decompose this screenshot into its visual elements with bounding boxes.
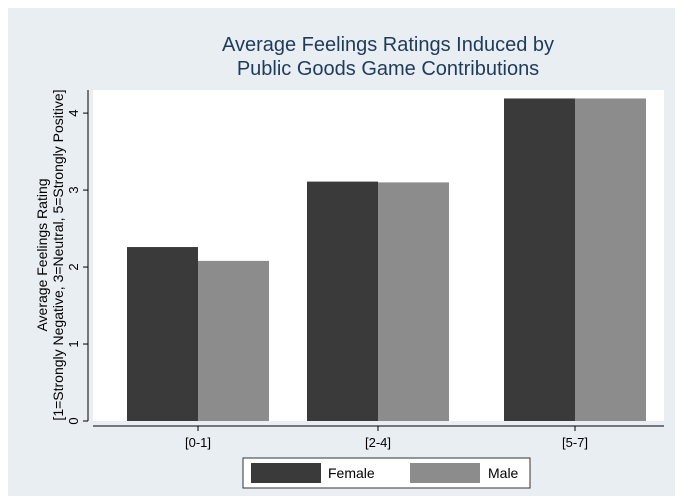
legend: Female Male	[242, 457, 531, 489]
y-tick-label-4: 4	[66, 109, 81, 116]
bar-male-0	[198, 260, 269, 421]
y-axis: 0 1 2 3 4	[66, 90, 89, 425]
legend-swatch-female	[251, 463, 321, 483]
bars-group	[127, 98, 646, 422]
y-axis-title-line-1: Average Feelings Rating	[34, 178, 50, 331]
legend-label-female: Female	[328, 465, 375, 481]
legend-label-male: Male	[488, 465, 519, 481]
y-tick-label-3: 3	[66, 186, 81, 193]
y-axis-title-line-2: [1=Strongly Negative, 3=Neutral, 5=Stron…	[50, 89, 66, 420]
bar-female-1	[307, 181, 378, 421]
bar-chart: Average Feelings Ratings Induced by Publ…	[34, 34, 664, 489]
bar-female-2	[504, 98, 575, 422]
chart-frame: Average Feelings Ratings Induced by Publ…	[8, 8, 675, 496]
x-tick-label-0: [0-1]	[185, 435, 211, 450]
x-tick-label-2: [5-7]	[562, 435, 588, 450]
bar-male-1	[378, 182, 449, 421]
x-axis: [0-1] [2-4] [5-7]	[93, 425, 664, 450]
bar-female-0	[127, 247, 198, 421]
x-tick-label-1: [2-4]	[365, 435, 391, 450]
y-tick-label-1: 1	[66, 340, 81, 347]
y-tick-label-0: 0	[66, 417, 81, 424]
chart-title-line-2: Public Goods Game Contributions	[237, 58, 539, 80]
bar-male-2	[575, 98, 646, 422]
y-tick-label-2: 2	[66, 263, 81, 270]
chart-title-line-1: Average Feelings Ratings Induced by	[222, 34, 554, 56]
legend-swatch-male	[410, 463, 480, 483]
